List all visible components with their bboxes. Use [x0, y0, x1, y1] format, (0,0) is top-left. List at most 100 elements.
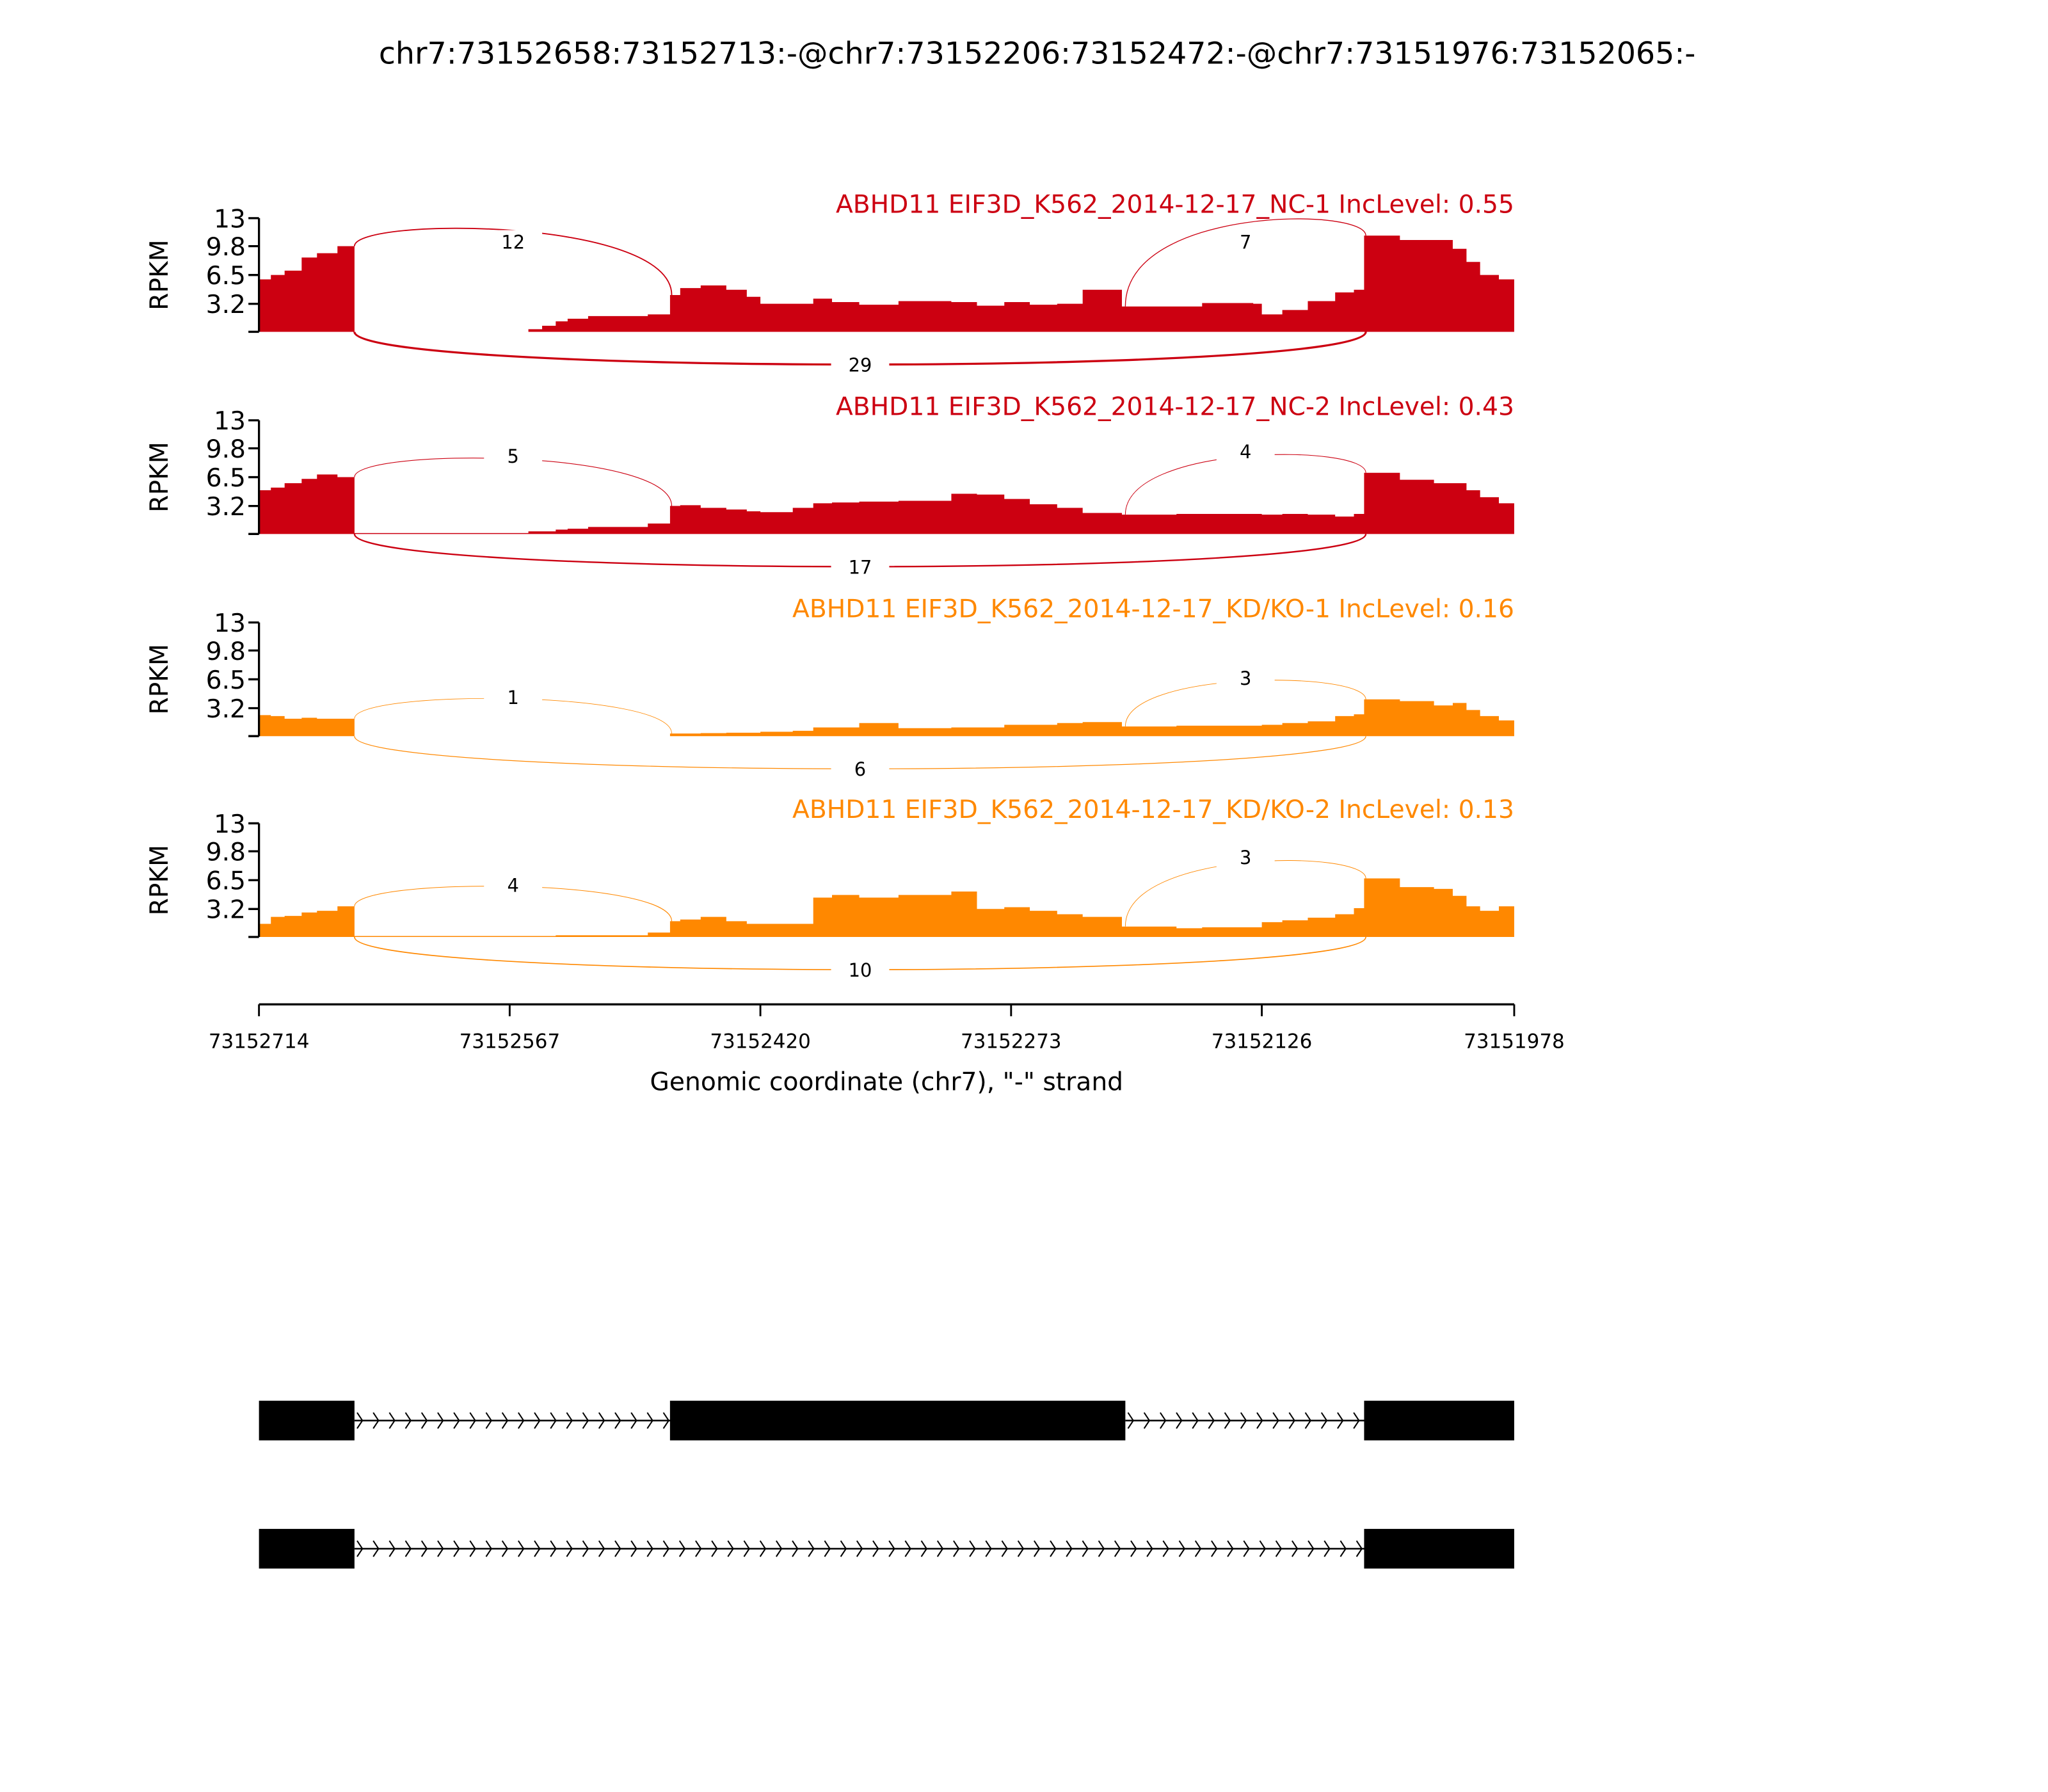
strand-chevron-icon: [1291, 1540, 1299, 1557]
junction-count-label: 12: [501, 231, 525, 253]
junction-label-background: [1216, 666, 1275, 691]
strand-chevron-icon: [469, 1540, 476, 1557]
strand-chevron-icon: [1304, 1412, 1312, 1429]
strand-chevron-icon: [1288, 1412, 1295, 1429]
strand-chevron-icon: [1162, 1540, 1169, 1557]
coverage-area: [259, 699, 1514, 737]
track-title: ABHD11 EIF3D_K562_2014-12-17_NC-1 IncLev…: [836, 191, 1514, 220]
strand-chevron-icon: [1356, 1540, 1363, 1557]
x-tick-label: 73152420: [710, 1030, 811, 1053]
junction-label-background: [831, 555, 890, 579]
strand-chevron-icon: [824, 1540, 831, 1557]
strand-chevron-icon: [985, 1540, 992, 1557]
strand-chevron-icon: [1211, 1540, 1218, 1557]
junction-count-label: 3: [1240, 847, 1251, 868]
strand-chevron-icon: [1130, 1540, 1137, 1557]
exon-block: [259, 1528, 355, 1569]
junction-arc: [1124, 454, 1366, 515]
junction-count-label: 7: [1240, 231, 1251, 253]
strand-chevron-icon: [1192, 1412, 1199, 1429]
exon-block: [1364, 1528, 1514, 1569]
junction-label-background: [484, 444, 543, 468]
y-tick-label: 3.2: [206, 493, 246, 522]
strand-chevron-icon: [1208, 1412, 1215, 1429]
strand-chevron-icon: [630, 1540, 637, 1557]
track-title: ABHD11 EIF3D_K562_2014-12-17_KD/KO-1 Inc…: [792, 595, 1514, 623]
strand-chevron-icon: [420, 1412, 428, 1429]
strand-chevron-icon: [1272, 1412, 1279, 1429]
isoform-2: [259, 1528, 1514, 1569]
strand-chevron-icon: [936, 1540, 944, 1557]
x-axis: 73152714 73152567 73152420 73152273 73152126…: [209, 1003, 1565, 1096]
strand-chevron-icon: [356, 1412, 364, 1429]
exon-block: [669, 1400, 1126, 1441]
track-4: ABHD11 EIF3D_K562_2014-12-17_KD/KO-2 Inc…: [145, 796, 1514, 982]
strand-chevron-icon: [1240, 1412, 1247, 1429]
track-3: ABHD11 EIF3D_K562_2014-12-17_KD/KO-1 Inc…: [145, 595, 1514, 781]
strand-chevron-icon: [1227, 1540, 1234, 1557]
y-tick-label: 13: [214, 205, 246, 234]
junction-count-label: 4: [1240, 441, 1251, 463]
strand-chevron-icon: [1337, 1412, 1344, 1429]
strand-chevron-icon: [759, 1540, 767, 1557]
junction-arc: [1124, 860, 1366, 927]
y-axis-label: RPKM: [145, 442, 174, 512]
junction-label-background: [1216, 845, 1275, 870]
strand-chevron-icon: [437, 1540, 444, 1557]
junction-label-background: [831, 353, 890, 377]
y-tick-label: 9.8: [206, 838, 246, 867]
strand-chevron-icon: [695, 1540, 702, 1557]
strand-chevron-icon: [582, 1540, 589, 1557]
track-title: ABHD11 EIF3D_K562_2014-12-17_KD/KO-2 Inc…: [792, 796, 1514, 824]
strand-chevron-icon: [1127, 1412, 1134, 1429]
junction-label-background: [831, 757, 890, 781]
x-axis-label: Genomic coordinate (chr7), "-" strand: [650, 1068, 1123, 1096]
strand-chevron-icon: [469, 1412, 476, 1429]
y-tick-label: 9.8: [206, 435, 246, 464]
junction-count-label: 5: [508, 445, 519, 467]
strand-chevron-icon: [485, 1412, 492, 1429]
x-tick-label: 73152126: [1212, 1030, 1313, 1053]
strand-chevron-icon: [404, 1412, 412, 1429]
strand-chevron-icon: [614, 1540, 621, 1557]
y-tick-label: 3.2: [206, 291, 246, 319]
junction-count-label: 1: [508, 687, 519, 708]
track-2: ABHD11 EIF3D_K562_2014-12-17_NC-2 IncLev…: [145, 393, 1514, 579]
junction-count-label: 3: [1240, 668, 1251, 689]
y-tick-label: 3.2: [206, 695, 246, 724]
strand-chevron-icon: [1066, 1540, 1073, 1557]
strand-chevron-icon: [856, 1540, 863, 1557]
strand-chevron-icon: [953, 1540, 960, 1557]
strand-chevron-icon: [501, 1540, 509, 1557]
y-tick-label: 9.8: [206, 637, 246, 666]
junction-label-background: [484, 685, 543, 710]
strand-chevron-icon: [711, 1540, 718, 1557]
strand-chevron-icon: [646, 1540, 653, 1557]
strand-chevron-icon: [1275, 1540, 1283, 1557]
y-tick-label: 6.5: [206, 867, 246, 896]
strand-chevron-icon: [388, 1412, 396, 1429]
strand-chevron-icon: [598, 1540, 605, 1557]
y-tick-label: 13: [214, 609, 246, 638]
strand-chevron-icon: [630, 1412, 637, 1429]
strand-chevron-icon: [662, 1412, 670, 1429]
strand-chevron-icon: [518, 1412, 525, 1429]
x-tick-label: 73152273: [961, 1030, 1062, 1053]
coverage-area: [259, 472, 1514, 534]
strand-chevron-icon: [501, 1412, 509, 1429]
strand-chevron-icon: [1194, 1540, 1202, 1557]
strand-chevron-icon: [485, 1540, 492, 1557]
strand-chevron-icon: [1224, 1412, 1231, 1429]
strand-chevron-icon: [372, 1412, 380, 1429]
y-tick-label: 6.5: [206, 262, 246, 291]
strand-chevron-icon: [566, 1412, 573, 1429]
strand-chevron-icon: [776, 1540, 783, 1557]
junction-label-background: [1216, 440, 1275, 464]
strand-chevron-icon: [920, 1540, 928, 1557]
y-tick-label: 6.5: [206, 464, 246, 493]
strand-chevron-icon: [1143, 1412, 1151, 1429]
strand-chevron-icon: [1146, 1540, 1153, 1557]
strand-chevron-icon: [614, 1412, 621, 1429]
y-axis-label: RPKM: [145, 239, 174, 310]
strand-chevron-icon: [1353, 1412, 1360, 1429]
